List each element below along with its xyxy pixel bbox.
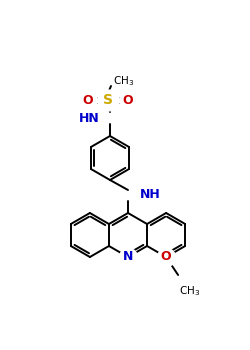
Text: S: S [103,93,113,107]
Text: NH: NH [140,189,161,202]
Text: O: O [83,93,93,106]
Text: O: O [161,251,172,264]
Text: O: O [123,93,133,106]
Text: CH$_3$: CH$_3$ [113,74,134,88]
Text: HN: HN [79,112,100,125]
Text: N: N [123,251,133,264]
Text: CH$_3$: CH$_3$ [179,284,200,298]
